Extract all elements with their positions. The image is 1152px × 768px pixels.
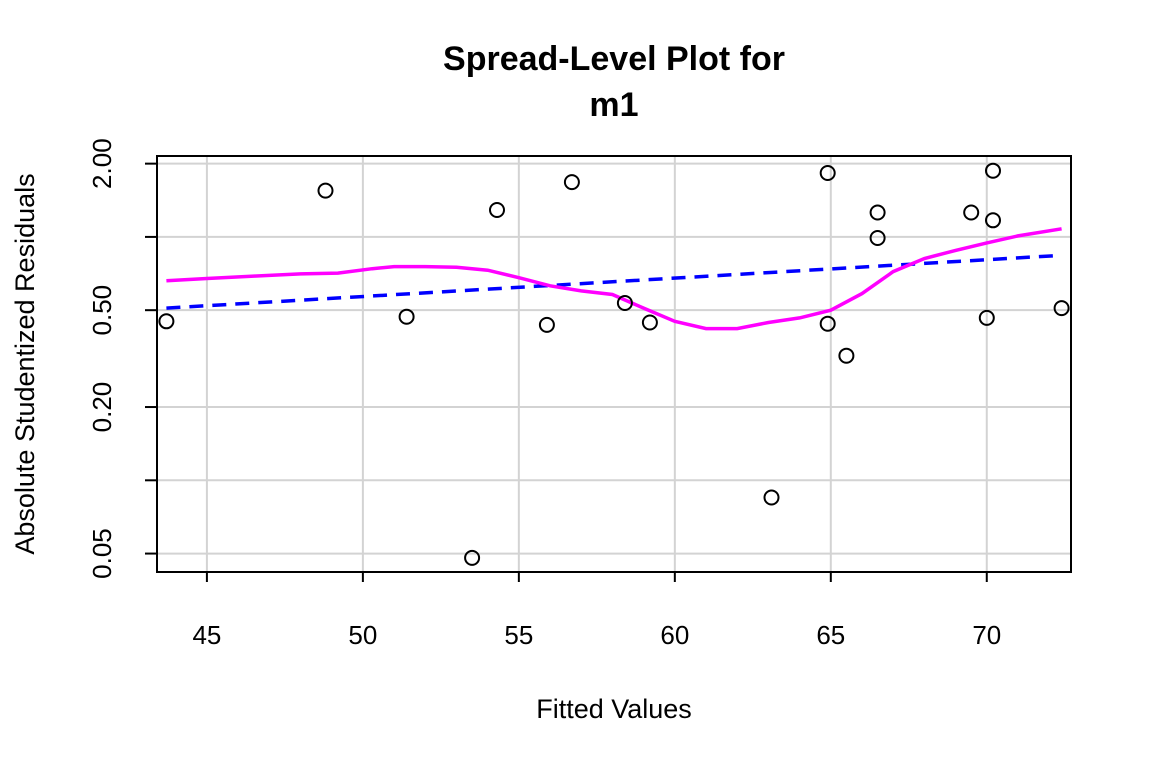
x-axis-label: Fitted Values <box>536 694 692 724</box>
y-tick-label: 2.00 <box>87 138 117 189</box>
chart-title-line1: Spread-Level Plot for <box>443 40 785 78</box>
x-axis: 45 50 55 60 65 70 <box>192 572 1001 650</box>
x-tick-label: 65 <box>816 620 845 650</box>
x-tick-label: 70 <box>972 620 1001 650</box>
data-point <box>563 174 580 191</box>
y-tick-label: 0.50 <box>87 285 117 336</box>
x-tick-label: 60 <box>660 620 689 650</box>
data-point <box>985 162 1001 179</box>
smooth-fit-line <box>166 227 1062 331</box>
data-point <box>398 308 415 325</box>
data-point <box>838 347 855 364</box>
x-tick-label: 45 <box>192 620 221 650</box>
fit-lines <box>166 227 1062 331</box>
y-axis-label: Absolute Studentized Residuals <box>10 173 40 554</box>
data-point <box>158 313 175 330</box>
data-point <box>317 182 334 199</box>
data-points <box>158 162 1070 566</box>
data-point <box>464 549 481 566</box>
data-point <box>819 315 836 332</box>
y-tick-label: 0.05 <box>87 528 117 579</box>
data-point <box>1053 300 1070 317</box>
data-point <box>538 316 555 333</box>
data-point <box>869 230 886 246</box>
y-axis: 0.05 0.20 0.50 2.00 <box>87 138 157 579</box>
data-point <box>869 204 886 221</box>
data-point <box>963 204 980 221</box>
chart-title-line2: m1 <box>589 86 638 124</box>
data-point <box>819 165 836 181</box>
data-point <box>641 314 658 331</box>
y-tick-label: 0.20 <box>87 382 117 433</box>
linear-fit-line <box>166 253 1062 310</box>
data-point <box>978 309 995 326</box>
data-point <box>616 295 633 311</box>
grid-lines <box>157 156 1071 572</box>
data-point <box>763 489 780 506</box>
x-tick-label: 55 <box>504 620 533 650</box>
data-point <box>489 202 505 218</box>
data-point <box>985 212 1001 229</box>
plot-frame <box>156 155 1072 573</box>
x-tick-label: 50 <box>348 620 377 650</box>
